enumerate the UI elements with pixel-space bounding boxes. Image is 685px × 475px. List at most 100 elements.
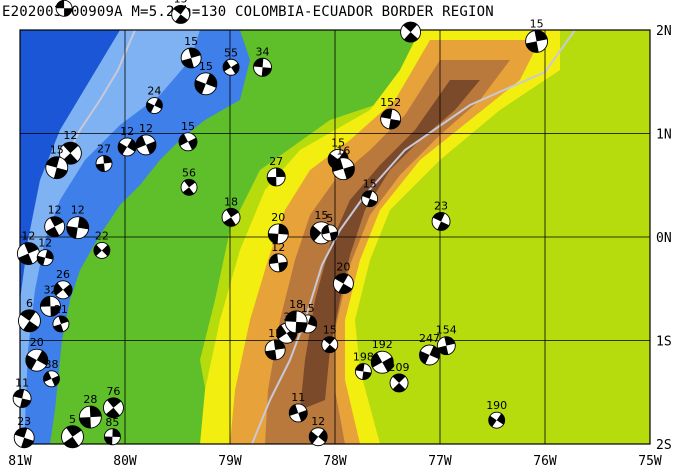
focal-mechanism: 20 (25, 336, 49, 372)
compression-quadrant (53, 167, 68, 179)
compression-quadrant (101, 244, 110, 257)
depth-label: 56 (182, 166, 196, 179)
depth-label: 20 (336, 261, 350, 274)
depth-label: 55 (224, 46, 238, 59)
focal-mechanism: 12 (135, 122, 157, 156)
focal-mechanism (400, 21, 422, 43)
depth-label: 28 (83, 393, 97, 406)
depth-label: 6 (26, 297, 33, 310)
compression-quadrant (298, 410, 308, 422)
compression-quadrant (265, 349, 277, 360)
deep-ocean-region (20, 30, 120, 300)
compression-quadrant (50, 305, 61, 317)
depth-label: 15 (184, 35, 198, 48)
compression-quadrant (45, 249, 54, 260)
compression-quadrant (437, 221, 450, 231)
longitude-label: 78W (323, 454, 347, 469)
compression-quadrant (309, 431, 319, 444)
compression-quadrant (231, 63, 240, 75)
depth-label: 15 (301, 302, 315, 315)
compression-quadrant (328, 153, 339, 168)
compression-quadrant (51, 375, 60, 387)
compression-quadrant (444, 336, 456, 346)
compression-quadrant (154, 98, 163, 110)
focal-mechanism: 12 (308, 415, 328, 447)
depth-label: 15 (331, 136, 345, 149)
compression-quadrant (525, 41, 539, 53)
longitude-label: 80W (113, 454, 137, 469)
depth-label: 27 (97, 143, 111, 156)
compression-quadrant (54, 282, 64, 296)
focal-mechanism: 27 (95, 143, 113, 172)
compression-quadrant (310, 225, 322, 242)
compression-quadrant (289, 404, 299, 416)
compression-quadrant (104, 436, 113, 445)
focal-mechanism: 20 (267, 211, 289, 245)
compression-quadrant (269, 253, 279, 264)
compression-quadrant (146, 102, 155, 113)
compression-quadrant (136, 135, 146, 149)
depth-label: 11 (291, 391, 305, 404)
compression-quadrant (118, 142, 128, 155)
depth-label: 15 (363, 178, 377, 191)
depth-label: 190 (486, 399, 507, 412)
depth-label: 34 (256, 45, 270, 58)
focal-mechanism: 190 (486, 399, 507, 429)
depth-label: 12 (120, 125, 134, 138)
compression-quadrant (89, 406, 102, 418)
depth-label: 12 (38, 237, 52, 250)
compression-quadrant (278, 223, 289, 235)
compression-quadrant (329, 231, 338, 241)
compression-quadrant (37, 255, 46, 266)
depth-label: 18 (289, 298, 303, 311)
compression-quadrant (63, 284, 73, 297)
depth-label: 76 (106, 385, 120, 398)
latitude-label: 0N (656, 231, 672, 246)
compression-quadrant (25, 354, 37, 370)
compression-quadrant (403, 32, 419, 43)
focal-mechanism: 12 (117, 125, 137, 157)
compression-quadrant (380, 109, 393, 120)
depth-label: 38 (45, 358, 59, 371)
depth-label: 15 (174, 0, 188, 5)
compression-quadrant (432, 212, 445, 222)
depth-label: 12 (63, 129, 77, 142)
depth-label: 15 (323, 324, 337, 337)
focal-mechanism: 11 (12, 376, 32, 408)
focal-mechanism: 15 (264, 327, 286, 361)
compression-quadrant (21, 437, 34, 448)
compression-quadrant (267, 176, 277, 186)
depth-label: 24 (147, 85, 161, 98)
focal-mechanism: 15 (55, 0, 73, 17)
focal-mechanism: 15 (321, 324, 339, 354)
focal-mechanism: 38 (43, 358, 60, 388)
longitude-label: 79W (218, 454, 242, 469)
compression-quadrant (20, 309, 36, 321)
depth-label: 12 (21, 230, 35, 243)
axis-labels: 81W 80W 79W 78W 77W 76W 75W 2N 1N 0N 1S 2S (8, 24, 671, 469)
depth-label: 20 (30, 336, 44, 349)
compression-quadrant (403, 22, 418, 33)
compression-quadrant (285, 310, 297, 322)
focal-mechanism: 32 (40, 283, 61, 317)
focal-mechanism: 6 (18, 297, 41, 333)
compression-quadrant (392, 382, 406, 392)
focal-mechanism: 15 (171, 0, 191, 24)
compression-quadrant (66, 225, 78, 239)
compression-quadrant (13, 389, 25, 399)
focal-mechanism: 85 (103, 416, 121, 446)
focal-mechanism: 21 (52, 303, 70, 333)
focal-mechanism: 247 (419, 332, 440, 366)
compression-quadrant (127, 139, 137, 152)
compression-quadrant (66, 425, 82, 437)
compression-quadrant (437, 345, 449, 355)
compression-quadrant (273, 339, 286, 350)
compression-quadrant (182, 187, 194, 196)
compression-quadrant (276, 167, 286, 177)
depth-label: 12 (48, 204, 62, 217)
depth-label: 18 (224, 195, 238, 208)
compression-quadrant (355, 363, 365, 372)
compression-quadrant (332, 158, 344, 172)
longitude-label: 75W (638, 454, 662, 469)
focal-mechanism: 28 (78, 393, 102, 429)
